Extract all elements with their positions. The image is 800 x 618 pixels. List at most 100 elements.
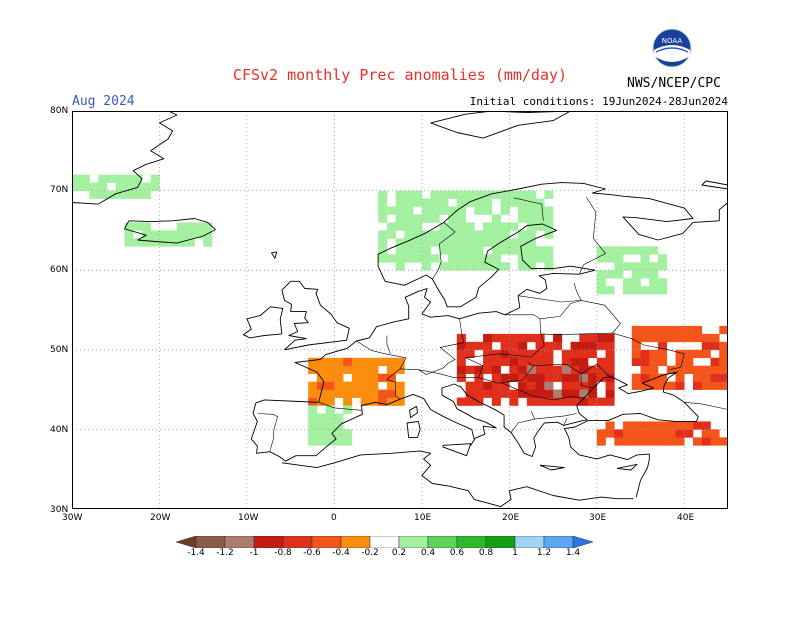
anomaly-cell [369, 381, 379, 390]
anomaly-cell [518, 341, 528, 351]
anomaly-cell [325, 421, 335, 430]
anomaly-cell [386, 357, 396, 367]
anomaly-cell [378, 190, 388, 199]
anomaly-cell [631, 262, 641, 271]
anomaly-cell [719, 381, 728, 390]
anomaly-cell [649, 286, 659, 295]
anomaly-cell [185, 230, 195, 239]
anomaly-cell [596, 373, 606, 382]
anomaly-cell [378, 397, 388, 406]
anomaly-cell [439, 222, 449, 231]
anomaly-cell [579, 389, 589, 398]
anomaly-cell [483, 198, 493, 207]
anomaly-cell [316, 421, 326, 430]
anomaly-cell [325, 357, 335, 367]
anomaly-cell [631, 421, 641, 430]
anomaly-cell [430, 206, 440, 215]
anomaly-cell [308, 357, 318, 367]
legend-tick-label: 1.2 [536, 548, 552, 558]
anomaly-cell [491, 381, 501, 390]
anomaly-cell [693, 349, 703, 359]
anomaly-cell [133, 238, 143, 247]
anomaly-cell [378, 238, 388, 247]
anomaly-cell [658, 286, 668, 295]
legend-tick-label: -0.2 [361, 548, 379, 558]
anomaly-cell [596, 357, 606, 367]
anomaly-cell [334, 421, 344, 430]
anomaly-cell [675, 373, 685, 382]
legend-tick-label: -1.4 [187, 548, 205, 558]
anomaly-cell [526, 262, 536, 271]
anomaly-cell [456, 365, 466, 374]
anomaly-cell [491, 230, 501, 239]
anomaly-cell [553, 373, 563, 382]
anomaly-cell [526, 206, 536, 215]
anomaly-cell [596, 341, 606, 351]
anomaly-cell [693, 373, 703, 382]
country-border [540, 332, 685, 370]
anomaly-cell [465, 341, 475, 351]
anomaly-cell [658, 349, 668, 359]
anomaly-cell [491, 214, 501, 223]
anomaly-cell [500, 206, 510, 215]
legend-swatch [311, 536, 342, 548]
anomaly-cell [544, 254, 554, 263]
country-border [318, 402, 362, 411]
lon-label-30w: 30W [62, 513, 83, 523]
anomaly-cell [465, 198, 475, 207]
anomaly-cell [386, 254, 396, 263]
anomaly-cell [605, 373, 615, 382]
anomaly-cell [631, 381, 641, 390]
anomaly-cell [334, 437, 344, 446]
anomaly-cell [491, 365, 501, 374]
anomaly-cell [544, 262, 554, 271]
coastline [701, 180, 728, 190]
anomaly-cell [386, 397, 396, 406]
anomaly-cell [98, 182, 108, 191]
anomaly-cell [448, 246, 458, 255]
anomaly-cell [623, 421, 633, 430]
anomaly-cell [500, 341, 510, 351]
anomaly-cell [649, 349, 659, 359]
anomaly-cell [640, 286, 650, 295]
logo-text: NOAA [662, 37, 683, 45]
anomaly-cell [684, 333, 694, 343]
anomaly-cell [623, 437, 633, 446]
anomaly-cell [474, 262, 484, 271]
anomaly-cell [553, 333, 563, 343]
anomaly-cell [658, 373, 668, 382]
anomaly-cell [509, 349, 519, 359]
country-border [399, 318, 465, 375]
map-frame [72, 111, 728, 509]
anomaly-cell [491, 238, 501, 247]
anomaly-cell [404, 238, 414, 247]
legend-swatch [485, 536, 516, 548]
anomaly-cell [351, 389, 361, 398]
anomaly-cell [710, 429, 720, 438]
initial-conditions: Initial conditions: 19Jun2024-28Jun2024 [469, 95, 728, 108]
legend-tick-label: 0.2 [391, 548, 407, 558]
anomaly-cell [334, 365, 344, 374]
anomaly-cell [544, 373, 554, 382]
anomaly-cell [378, 198, 388, 207]
anomaly-cell [553, 365, 563, 374]
anomaly-cell [491, 262, 501, 271]
anomaly-cell [474, 206, 484, 215]
anomaly-cell [518, 230, 528, 239]
anomaly-cell [640, 333, 650, 343]
anomaly-cell [456, 198, 466, 207]
anomaly-cell [316, 389, 326, 398]
coastline [409, 405, 418, 418]
anomaly-cell [623, 286, 633, 295]
anomaly-cell [535, 333, 545, 343]
anomaly-cell [553, 389, 563, 398]
anomaly-cell [80, 174, 90, 183]
anomaly-cell [535, 349, 545, 359]
anomaly-cell [588, 365, 598, 374]
anomaly-cell [395, 190, 405, 199]
anomaly-cell [701, 381, 711, 390]
coastline [616, 463, 638, 471]
anomaly-cell [395, 246, 405, 255]
anomaly-cell [386, 206, 396, 215]
anomaly-cell [701, 333, 711, 343]
